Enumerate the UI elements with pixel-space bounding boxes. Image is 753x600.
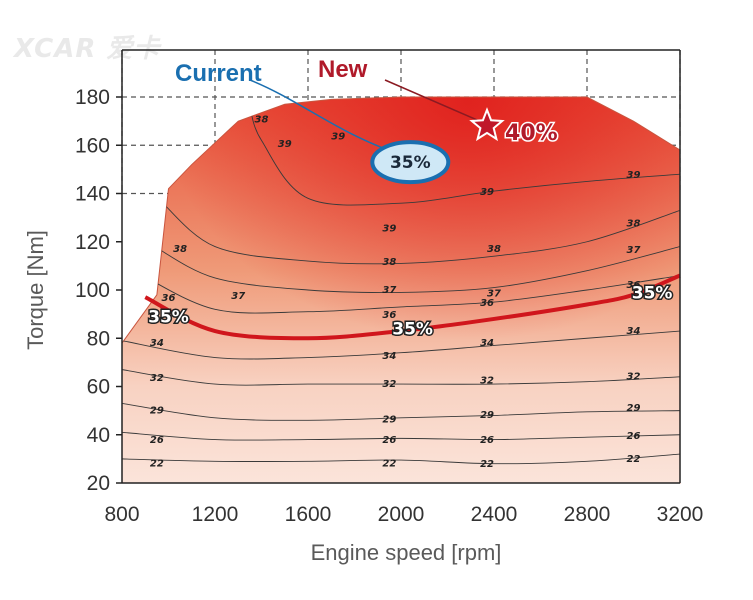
contour-line-29 — [122, 402, 680, 421]
contour-label-39: 39 — [382, 223, 396, 234]
contour-label-37: 37 — [231, 291, 245, 302]
contour-label-26: 26 — [480, 435, 494, 446]
efficiency-35-label: 35% — [392, 320, 433, 340]
contour-line-32 — [122, 369, 680, 386]
contour-label-29: 29 — [150, 405, 164, 416]
x-tick-label: 1600 — [285, 503, 332, 526]
y-tick-label: 160 — [75, 134, 110, 157]
contour-label-38: 38 — [382, 257, 396, 268]
x-tick-label: 800 — [104, 503, 139, 526]
contour-label-36: 36 — [382, 310, 396, 321]
efficiency-35-line — [144, 273, 681, 341]
contour-label-32: 32 — [627, 372, 641, 383]
contour-label-29: 29 — [382, 414, 396, 425]
contour-line-36 — [138, 272, 680, 314]
contour-label-36: 36 — [480, 298, 494, 309]
watermark-logo: XCAR 爱卡 — [14, 34, 161, 64]
x-tick-label: 2800 — [564, 503, 611, 526]
efficiency-35-label: 35% — [148, 308, 189, 328]
contour-label-32: 32 — [382, 379, 396, 390]
y-tick-label: 80 — [87, 327, 110, 350]
efficiency-35-label: 35% — [632, 283, 673, 303]
current-value: 35% — [390, 153, 431, 173]
contour-label-37: 37 — [382, 285, 396, 296]
current-marker — [370, 140, 451, 185]
contour-label-39: 39 — [480, 187, 494, 198]
contour-label-26: 26 — [382, 435, 396, 446]
x-tick-label: 1200 — [192, 503, 239, 526]
contour-label-39: 39 — [331, 132, 345, 143]
y-tick-label: 100 — [75, 279, 110, 302]
contour-label-39: 39 — [278, 139, 292, 150]
new-leader-line — [384, 79, 478, 121]
contour-label-22: 22 — [150, 458, 164, 469]
contour-lines — [122, 106, 680, 465]
y-tick-label: 120 — [75, 231, 110, 254]
x-axis-title: Engine speed [rpm] — [311, 540, 502, 565]
current-label: Current — [175, 60, 262, 87]
contour-label-22: 22 — [480, 459, 494, 470]
contour-label-32: 32 — [480, 375, 494, 386]
contour-label-34: 34 — [480, 338, 494, 349]
contour-label-32: 32 — [150, 373, 164, 384]
new-value: 40% — [505, 121, 558, 146]
contour-label-37: 37 — [627, 245, 641, 256]
y-tick-label: 20 — [87, 472, 110, 495]
contour-label-22: 22 — [382, 458, 396, 469]
x-tick-label: 2000 — [378, 503, 425, 526]
contour-label-29: 29 — [480, 410, 494, 421]
contour-label-22: 22 — [627, 454, 641, 465]
y-tick-label: 40 — [87, 424, 110, 447]
contour-label-34: 34 — [382, 351, 396, 362]
contour-line-39 — [249, 106, 680, 206]
contour-label-38: 38 — [255, 115, 269, 126]
new-label: New — [318, 56, 368, 83]
contour-label-29: 29 — [627, 403, 641, 414]
contour-line-34 — [122, 330, 680, 360]
contour-label-38: 38 — [627, 218, 641, 229]
contour-label-38: 38 — [173, 244, 187, 255]
y-tick-label: 140 — [75, 183, 110, 206]
contour-line-22 — [122, 453, 680, 465]
max-torque-curve — [121, 96, 681, 484]
contour-label-36: 36 — [627, 280, 641, 291]
y-tick-label: 60 — [87, 376, 110, 399]
contour-line-37 — [154, 246, 680, 293]
contour-line-26 — [122, 431, 680, 441]
x-tick-label: 2400 — [471, 503, 518, 526]
y-tick-label: 180 — [75, 86, 110, 109]
contour-line-38 — [160, 200, 680, 265]
contour-label-34: 34 — [627, 326, 641, 337]
contour-label-37: 37 — [487, 288, 501, 299]
y-axis-title: Torque [Nm] — [23, 230, 48, 350]
current-leader-line — [249, 79, 401, 155]
contour-label-34: 34 — [150, 338, 164, 349]
contour-label-38: 38 — [487, 244, 501, 255]
contour-label-26: 26 — [150, 435, 164, 446]
contour-label-26: 26 — [627, 431, 641, 442]
new-star-marker — [469, 107, 505, 142]
contour-label-36: 36 — [162, 293, 176, 304]
contour-label-39: 39 — [627, 170, 641, 181]
x-tick-label: 3200 — [657, 503, 704, 526]
